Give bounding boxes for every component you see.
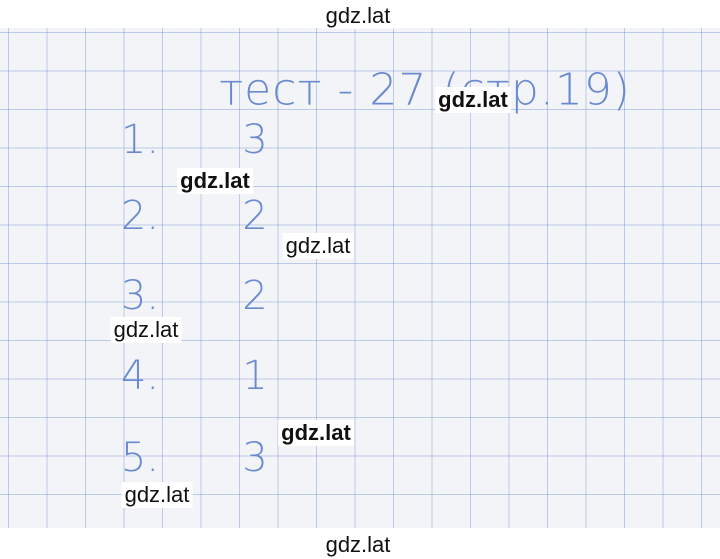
question-number: 4. <box>120 353 160 399</box>
watermark: gdz.lat <box>110 317 182 343</box>
watermark: gdz.lat <box>278 420 354 446</box>
watermark: gdz.lat <box>121 482 193 508</box>
answer: 2 <box>242 273 268 319</box>
answer: 3 <box>242 435 268 481</box>
title: тест - 27 (стр.19) <box>219 64 631 116</box>
watermark: gdz.lat <box>322 3 394 29</box>
watermark: gdz.lat <box>435 87 511 113</box>
notebook-page: тест - 27 (стр.19) 1. 3 2. 2 3. 2 4. 1 5. 3 <box>0 28 720 528</box>
question-number: 1. <box>120 117 160 163</box>
answer: 3 <box>242 117 268 163</box>
watermark: gdz.lat <box>282 233 354 259</box>
question-number: 5. <box>120 435 160 481</box>
watermark: gdz.lat <box>322 532 394 558</box>
question-number: 2. <box>120 193 160 239</box>
watermark: gdz.lat <box>177 168 253 194</box>
answer: 1 <box>242 353 268 399</box>
question-number: 3. <box>120 273 160 319</box>
answer: 2 <box>242 193 268 239</box>
